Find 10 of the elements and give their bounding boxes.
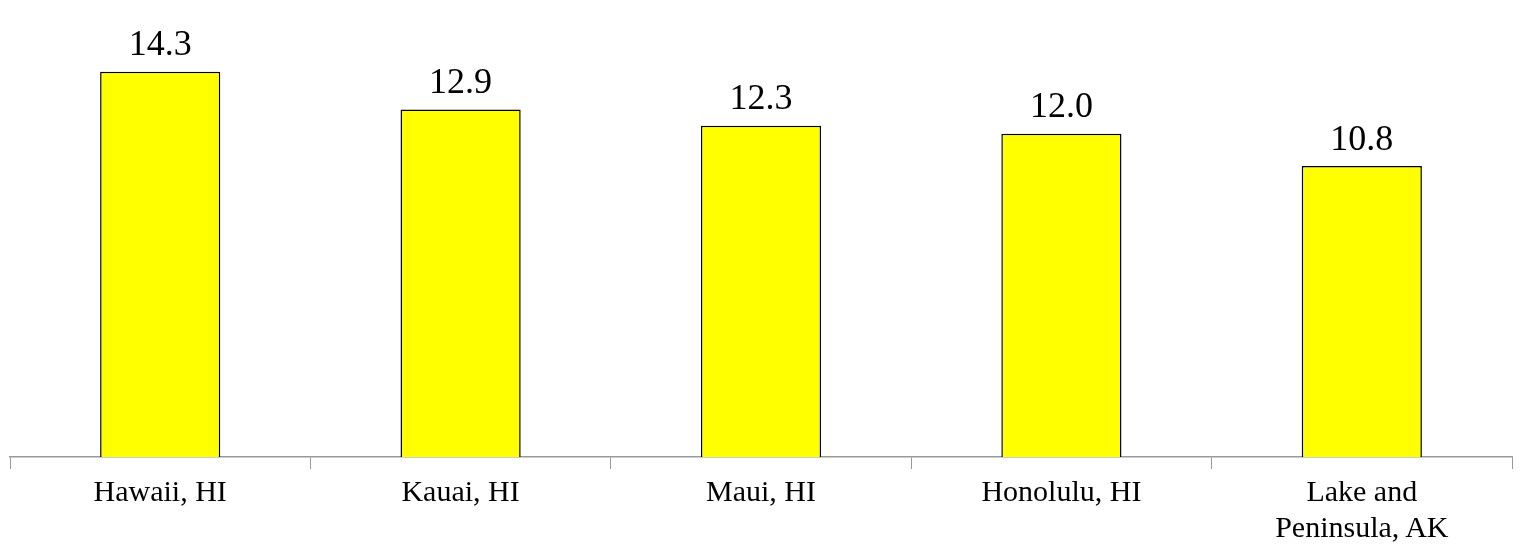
data-label: 12.9 [429, 60, 493, 101]
data-label: 12.0 [1029, 85, 1093, 126]
data-label: 14.3 [128, 23, 192, 64]
data-label: 12.3 [729, 77, 793, 118]
x-tick-label: Hawaii, HI [93, 473, 227, 507]
data-label: 10.8 [1330, 117, 1394, 158]
x-tick-label: Maui, HI [706, 473, 816, 507]
x-tick-label: Lake and Peninsula, AK [1275, 473, 1449, 543]
x-tick-label: Honolulu, HI [981, 473, 1142, 507]
x-tick-label: Kauai, HI [401, 473, 520, 507]
